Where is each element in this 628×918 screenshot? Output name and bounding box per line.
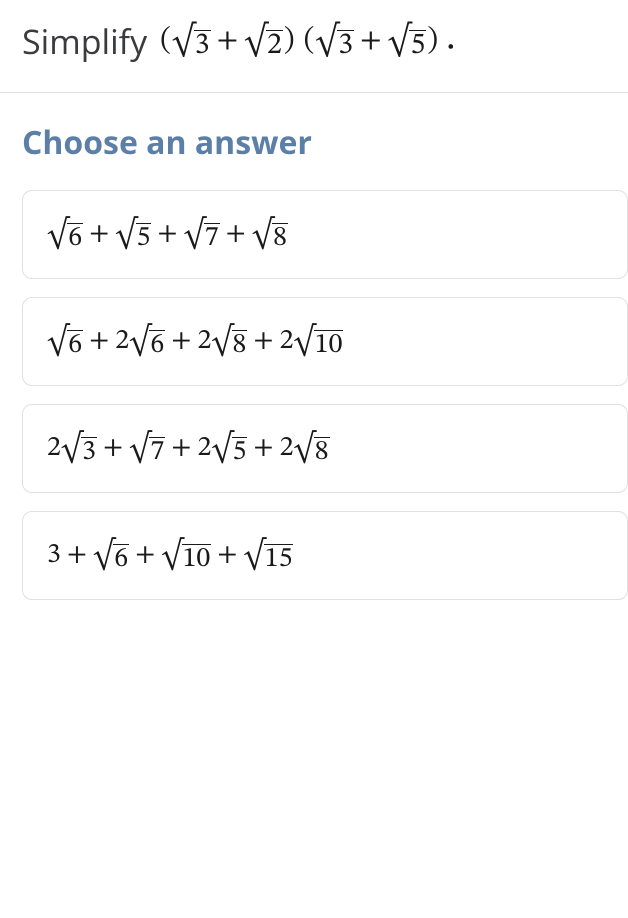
radical-sign: √: [184, 221, 206, 249]
radicand: 15: [264, 544, 294, 573]
operator: +: [247, 327, 279, 355]
radicand: 3: [194, 30, 211, 61]
choice-expression: 2√3+√7+2√5+2√8: [47, 434, 330, 462]
sqrt: √6: [93, 541, 129, 570]
radicand: 6: [113, 544, 129, 573]
operator: +: [220, 220, 252, 248]
paren: ): [283, 26, 296, 56]
operator: +: [61, 541, 93, 569]
radicand: 6: [67, 330, 83, 359]
sqrt: √10: [161, 541, 211, 570]
operator: +: [151, 220, 183, 248]
radicand: 8: [314, 437, 330, 466]
sqrt: √5: [115, 220, 151, 249]
radical-sign: √: [244, 27, 268, 57]
radicand: 5: [232, 437, 248, 466]
sqrt: √6: [47, 327, 83, 356]
coefficient: 2: [47, 434, 61, 462]
operator: +: [165, 434, 197, 462]
operator: +: [97, 434, 129, 462]
sqrt: √7: [129, 434, 165, 463]
sqrt: √15: [243, 541, 293, 570]
radicand: 2: [266, 30, 283, 61]
radical-sign: √: [93, 542, 115, 570]
radical-sign: √: [47, 221, 69, 249]
operator: +: [83, 327, 115, 355]
answer-choice[interactable]: 3+√6+√10+√15: [22, 511, 628, 600]
radicand: 6: [149, 330, 165, 359]
sqrt: √7: [184, 220, 220, 249]
radical-sign: √: [61, 435, 83, 463]
radicand: 10: [182, 544, 212, 573]
radicand: 5: [136, 223, 152, 252]
sqrt: √5: [388, 26, 427, 57]
number: 3: [47, 541, 61, 569]
radical-sign: √: [293, 435, 315, 463]
choose-block: Choose an answer: [0, 93, 628, 182]
radicand: 10: [314, 330, 344, 359]
sqrt: √6: [47, 220, 83, 249]
radicand: 5: [409, 30, 426, 61]
sqrt: √8: [211, 327, 247, 356]
operator: +: [83, 220, 115, 248]
choices-list: √6+√5+√7+√8√6+2√6+2√8+2√102√3+√7+2√5+2√8…: [0, 182, 628, 636]
sqrt: √5: [211, 434, 247, 463]
radical-sign: √: [243, 542, 265, 570]
sqrt: √8: [293, 434, 329, 463]
operator: +: [354, 26, 388, 56]
radical-sign: √: [388, 27, 412, 57]
choose-title: Choose an answer: [22, 121, 628, 164]
radicand: 3: [81, 437, 97, 466]
operator: +: [129, 541, 161, 569]
radicand: 6: [67, 223, 83, 252]
sqrt: √3: [172, 26, 211, 57]
radicand: 8: [232, 330, 248, 359]
radical-sign: √: [172, 27, 196, 57]
radical-sign: √: [161, 542, 183, 570]
sqrt: √3: [315, 26, 354, 57]
operator: +: [211, 26, 245, 56]
coefficient: 2: [280, 434, 294, 462]
coefficient: 2: [197, 327, 211, 355]
sqrt: √8: [252, 220, 288, 249]
radicand: 7: [149, 437, 165, 466]
radicand: 3: [337, 30, 354, 61]
radical-sign: √: [47, 328, 69, 356]
radical-sign: √: [315, 27, 339, 57]
radical-sign: √: [129, 328, 151, 356]
sqrt: √6: [129, 327, 165, 356]
choice-expression: √6+2√6+2√8+2√10: [47, 327, 343, 355]
sqrt: √3: [61, 434, 97, 463]
sqrt: √10: [293, 327, 343, 356]
radical-sign: √: [211, 435, 233, 463]
answer-choice[interactable]: √6+√5+√7+√8: [22, 190, 628, 279]
question-expression: (√3+√2) (√3+√5).: [159, 22, 454, 60]
paren: ): [426, 26, 439, 56]
question-row: Simplify (√3+√2) (√3+√5).: [22, 18, 628, 64]
radical-sign: √: [129, 435, 151, 463]
radical-sign: √: [211, 328, 233, 356]
period: .: [439, 26, 454, 56]
radical-sign: √: [115, 221, 137, 249]
operator: +: [165, 327, 197, 355]
sqrt: √2: [244, 26, 283, 57]
operator: +: [247, 434, 279, 462]
space: [296, 26, 303, 56]
coefficient: 2: [280, 327, 294, 355]
operator: +: [211, 541, 243, 569]
paren: (: [159, 26, 172, 56]
radical-sign: √: [293, 328, 315, 356]
answer-choice[interactable]: 2√3+√7+2√5+2√8: [22, 404, 628, 493]
coefficient: 2: [197, 434, 211, 462]
question-block: Simplify (√3+√2) (√3+√5).: [0, 0, 628, 92]
radicand: 8: [272, 223, 288, 252]
paren: (: [303, 26, 316, 56]
choice-expression: 3+√6+√10+√15: [47, 541, 293, 569]
answer-choice[interactable]: √6+2√6+2√8+2√10: [22, 297, 628, 386]
question-word: Simplify: [22, 18, 147, 64]
radicand: 7: [204, 223, 220, 252]
choice-expression: √6+√5+√7+√8: [47, 220, 288, 248]
radical-sign: √: [252, 221, 274, 249]
coefficient: 2: [115, 327, 129, 355]
